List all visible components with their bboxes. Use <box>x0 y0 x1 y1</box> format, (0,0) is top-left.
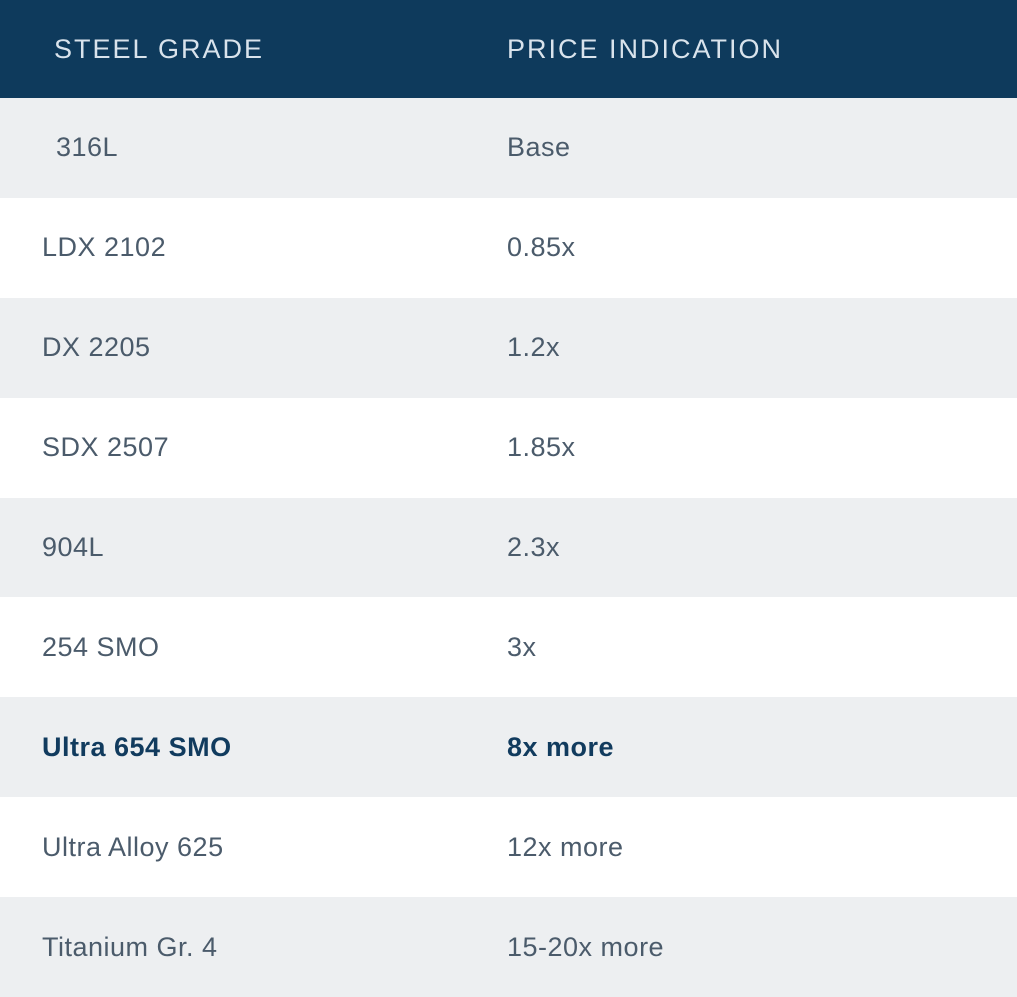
steel-grade-cell: DX 2205 <box>42 332 151 363</box>
steel-grade-cell: 316L <box>56 132 119 163</box>
price-indication-cell: 15-20x more <box>507 931 665 962</box>
table-row: Ultra Alloy 625 12x more <box>0 797 1017 898</box>
price-indication-cell: 1.85x <box>507 432 576 463</box>
steel-grade-cell: 254 SMO <box>42 631 160 662</box>
table-row: 316L Base <box>0 98 1017 198</box>
steel-grade-cell: Ultra 654 SMO <box>42 731 232 762</box>
column-header-price-indication: PRICE INDICATION <box>507 33 784 64</box>
steel-grade-cell: LDX 2102 <box>42 232 167 263</box>
column-header-steel-grade: STEEL GRADE <box>54 33 265 64</box>
table-row-emphasized: Ultra 654 SMO 8x more <box>0 697 1017 798</box>
price-indication-cell: 8x more <box>507 731 615 762</box>
table-row: LDX 2102 0.85x <box>0 197 1017 298</box>
price-indication-cell: 1.2x <box>507 332 561 363</box>
steel-grade-cell: Titanium Gr. 4 <box>42 931 218 962</box>
table-row: 254 SMO 3x <box>0 597 1017 698</box>
price-indication-cell: 2.3x <box>507 532 561 562</box>
price-indication-cell: Base <box>507 132 571 163</box>
table-row: 904L 2.3x <box>0 497 1017 598</box>
table-row: DX 2205 1.2x <box>0 297 1017 398</box>
price-indication-cell: 0.85x <box>507 232 576 263</box>
price-indication-cell: 12x more <box>507 831 624 862</box>
steel-grade-cell: Ultra Alloy 625 <box>42 831 224 862</box>
steel-grade-cell: 904L <box>42 532 105 562</box>
steel-grade-cell: SDX 2507 <box>42 432 170 463</box>
table-header-row: STEEL GRADE PRICE INDICATION <box>0 0 1017 98</box>
price-indication-cell: 3x <box>507 631 537 662</box>
table-row: Titanium Gr. 4 15-20x more <box>0 897 1017 997</box>
table-row: SDX 2507 1.85x <box>0 397 1017 498</box>
